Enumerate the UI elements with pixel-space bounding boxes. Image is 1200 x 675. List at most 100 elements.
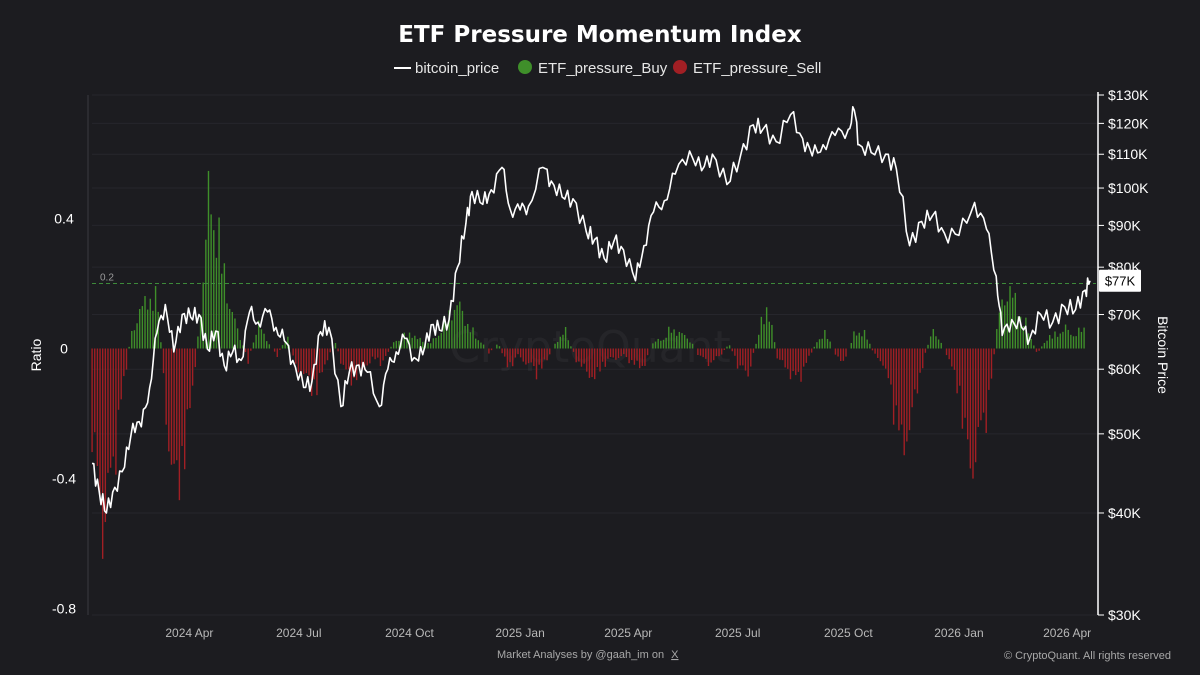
current-price-label: $77K: [1105, 274, 1136, 289]
sell-bar: [168, 348, 170, 452]
sell-bar: [601, 348, 604, 362]
buy-bar: [858, 332, 860, 349]
buy-bar: [258, 320, 260, 349]
sell-bar: [517, 348, 519, 355]
buy-bar: [940, 342, 942, 349]
sell-bar: [599, 348, 601, 372]
buy-bar: [268, 344, 271, 349]
buy-bar: [937, 339, 940, 349]
sell-bar: [250, 348, 252, 351]
buy-bar: [451, 320, 453, 349]
left-tick-label: 0.4: [54, 211, 74, 227]
buy-bar: [226, 303, 228, 349]
sell-bar: [107, 348, 109, 473]
sell-bar: [631, 348, 633, 361]
threshold-label: 0.2: [100, 273, 114, 284]
buy-bar: [1009, 286, 1011, 349]
sell-bar: [620, 348, 622, 357]
sell-bar: [993, 348, 995, 355]
sell-bar: [123, 348, 125, 377]
sell-bar: [636, 348, 638, 361]
buy-bar: [215, 257, 218, 349]
buy-bar: [461, 310, 464, 349]
sell-bar: [604, 348, 606, 367]
sell-bar: [908, 348, 911, 431]
sell-bar: [527, 348, 530, 364]
sell-bar: [165, 348, 167, 425]
sell-bar: [837, 348, 839, 357]
buy-bar: [136, 323, 138, 349]
buy-bar: [1062, 331, 1064, 349]
sell-bar: [369, 348, 371, 364]
sell-bar: [623, 348, 625, 355]
buy-bar: [1041, 346, 1043, 349]
buy-bar: [763, 324, 765, 349]
sell-bar: [697, 348, 699, 355]
x-tick-label: 2024 Oct: [385, 626, 434, 640]
right-tick-label: $100K: [1108, 180, 1149, 196]
sell-bar: [916, 348, 919, 394]
sell-bar: [877, 348, 879, 358]
left-tick-label: -0.4: [52, 471, 76, 487]
buy-bar: [411, 337, 413, 349]
buy-bar: [435, 337, 437, 349]
sell-bar: [924, 348, 927, 353]
buy-bar: [686, 338, 688, 349]
buy-bar: [1033, 345, 1035, 349]
buy-bar: [556, 342, 559, 349]
sell-bar: [596, 348, 599, 368]
buy-bar: [678, 331, 681, 349]
buy-bar: [927, 344, 929, 349]
buy-bar: [445, 323, 448, 349]
sell-bar: [303, 348, 305, 375]
footer-credit-platform-link[interactable]: X: [671, 649, 679, 661]
buy-bar: [562, 334, 564, 349]
sell-bar: [982, 348, 985, 413]
sell-bar: [104, 348, 107, 523]
legend-etf-buy[interactable]: ETF_pressure_Buy: [538, 60, 668, 77]
buy-bar: [437, 335, 440, 349]
buy-bar: [453, 309, 456, 349]
sell-bar: [966, 348, 969, 440]
buy-bar: [1080, 331, 1083, 349]
buy-bar: [242, 345, 244, 349]
sell-bar: [588, 348, 591, 378]
sell-bar: [387, 348, 390, 352]
sell-bar: [533, 348, 535, 367]
sell-bar: [530, 348, 532, 363]
buy-bar: [1075, 336, 1077, 349]
sell-bar: [189, 348, 191, 409]
sell-bar: [617, 348, 620, 358]
legend-etf-sell[interactable]: ETF_pressure_Sell: [693, 60, 821, 77]
x-tick-label: 2024 Jul: [276, 626, 321, 640]
buy-bar: [469, 332, 472, 349]
buy-bar: [236, 328, 239, 349]
buy-bar: [448, 310, 450, 349]
buy-bar: [681, 333, 683, 349]
sell-bar: [720, 348, 723, 355]
sell-bar: [789, 348, 792, 380]
sell-bar: [805, 348, 808, 363]
sell-bar: [723, 348, 726, 350]
buy-bar: [146, 309, 149, 349]
sell-bar: [316, 348, 318, 396]
left-axis-ticks: 0.4 0 -0.4 -0.8: [52, 211, 76, 617]
sell-bar: [170, 348, 173, 465]
buy-bar: [768, 321, 770, 349]
buy-bar: [197, 336, 199, 349]
buy-bar: [398, 340, 400, 349]
sell-bar: [247, 348, 249, 364]
right-tick-label: $110K: [1108, 146, 1148, 162]
right-tick-label: $120K: [1108, 115, 1149, 131]
buy-bar: [334, 342, 337, 349]
buy-bar: [1030, 339, 1032, 349]
buy-bar: [427, 343, 429, 349]
legend-bitcoin-price[interactable]: bitcoin_price: [415, 60, 499, 77]
buy-bar: [728, 345, 731, 349]
buy-bar: [474, 338, 477, 349]
legend-buy-dot-icon: [518, 60, 532, 74]
sell-bar: [842, 348, 845, 361]
sell-bar: [707, 348, 710, 367]
sell-bar: [358, 348, 360, 369]
